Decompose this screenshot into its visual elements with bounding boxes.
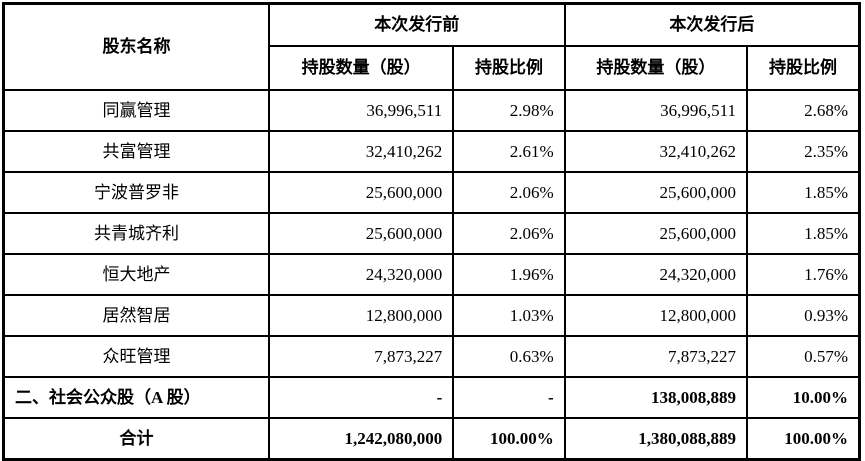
cell-before-ratio: 0.63% <box>452 335 566 378</box>
cell-after-ratio: 1.85% <box>746 171 861 214</box>
table-row: 同赢管理 36,996,511 2.98% 36,996,511 2.68% <box>2 89 861 132</box>
cell-shareholder-name: 二、社会公众股（A 股） <box>2 376 270 419</box>
table-row: 共富管理 32,410,262 2.61% 32,410,262 2.35% <box>2 130 861 173</box>
table-header: 股东名称 本次发行前 本次发行后 持股数量（股） 持股比例 持股数量（股） 持股… <box>2 2 861 91</box>
cell-shareholder-name: 合计 <box>2 417 270 461</box>
cell-after-ratio: 1.76% <box>746 253 861 296</box>
header-after-issuance-group: 本次发行后 <box>563 2 861 47</box>
header-row-groups: 股东名称 本次发行前 本次发行后 <box>2 2 861 91</box>
cell-before-ratio: - <box>452 376 566 419</box>
cell-before-shares: 12,800,000 <box>267 294 455 337</box>
cell-shareholder-name: 居然智居 <box>2 294 270 337</box>
header-before-issuance-group: 本次发行前 <box>267 2 566 47</box>
table-body: 同赢管理 36,996,511 2.98% 36,996,511 2.68% 共富管理 32… <box>2 89 861 461</box>
cell-after-shares: 24,320,000 <box>563 253 749 296</box>
cell-before-ratio: 2.61% <box>452 130 566 173</box>
cell-before-shares: 24,320,000 <box>267 253 455 296</box>
header-shareholder-name: 股东名称 <box>2 2 270 91</box>
cell-before-ratio: 1.03% <box>452 294 566 337</box>
cell-after-ratio: 0.57% <box>746 335 861 378</box>
cell-after-shares: 138,008,889 <box>563 376 749 419</box>
cell-before-shares: - <box>267 376 455 419</box>
cell-shareholder-name: 共青城齐利 <box>2 212 270 255</box>
cell-after-ratio: 2.35% <box>746 130 861 173</box>
cell-after-shares: 36,996,511 <box>563 89 749 132</box>
cell-after-shares: 7,873,227 <box>563 335 749 378</box>
cell-before-ratio: 100.00% <box>452 417 566 461</box>
cell-after-ratio: 0.93% <box>746 294 861 337</box>
table-row: 共青城齐利 25,600,000 2.06% 25,600,000 1.85% <box>2 212 861 255</box>
table-row: 居然智居 12,800,000 1.03% 12,800,000 0.93% <box>2 294 861 337</box>
cell-after-ratio: 2.68% <box>746 89 861 132</box>
cell-before-shares: 25,600,000 <box>267 171 455 214</box>
cell-before-shares: 7,873,227 <box>267 335 455 378</box>
cell-after-shares: 32,410,262 <box>563 130 749 173</box>
table-row: 恒大地产 24,320,000 1.96% 24,320,000 1.76% <box>2 253 861 296</box>
table-row: 合计 1,242,080,000 100.00% 1,380,088,889 100.0… <box>2 417 861 461</box>
cell-after-ratio: 1.85% <box>746 212 861 255</box>
table-row: 众旺管理 7,873,227 0.63% 7,873,227 0.57% <box>2 335 861 378</box>
cell-before-shares: 1,242,080,000 <box>267 417 455 461</box>
header-after-ratio: 持股比例 <box>746 45 861 91</box>
cell-before-ratio: 2.06% <box>452 212 566 255</box>
cell-before-ratio: 2.06% <box>452 171 566 214</box>
cell-before-shares: 32,410,262 <box>267 130 455 173</box>
table-row: 宁波普罗非 25,600,000 2.06% 25,600,000 1.85% <box>2 171 861 214</box>
table-row: 二、社会公众股（A 股） - -138,008,889 10.00% <box>2 376 861 419</box>
cell-shareholder-name: 众旺管理 <box>2 335 270 378</box>
cell-before-shares: 25,600,000 <box>267 212 455 255</box>
header-after-shares: 持股数量（股） <box>563 45 749 91</box>
cell-before-shares: 36,996,511 <box>267 89 455 132</box>
cell-after-ratio: 100.00% <box>746 417 861 461</box>
cell-before-ratio: 2.98% <box>452 89 566 132</box>
cell-shareholder-name: 宁波普罗非 <box>2 171 270 214</box>
header-before-ratio: 持股比例 <box>452 45 566 91</box>
cell-shareholder-name: 同赢管理 <box>2 89 270 132</box>
cell-after-shares: 1,380,088,889 <box>563 417 749 461</box>
cell-shareholder-name: 恒大地产 <box>2 253 270 296</box>
cell-after-shares: 25,600,000 <box>563 212 749 255</box>
cell-shareholder-name: 共富管理 <box>2 130 270 173</box>
cell-before-ratio: 1.96% <box>452 253 566 296</box>
cell-after-shares: 25,600,000 <box>563 171 749 214</box>
cell-after-ratio: 10.00% <box>746 376 861 419</box>
header-row-subcolumns: 持股数量（股） 持股比例 持股数量（股） 持股比例 <box>4 45 861 91</box>
header-before-shares: 持股数量（股） <box>267 45 455 91</box>
cell-after-shares: 12,800,000 <box>563 294 749 337</box>
